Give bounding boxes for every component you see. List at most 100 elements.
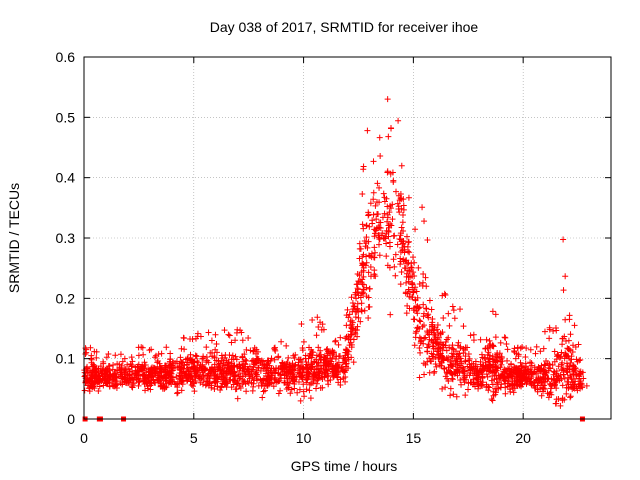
data-point (347, 328, 354, 335)
data-point (92, 380, 99, 387)
data-point (371, 244, 378, 251)
data-point (283, 342, 290, 349)
data-point (477, 382, 484, 389)
data-point (504, 346, 511, 353)
data-point (460, 323, 467, 330)
data-point (298, 321, 305, 328)
data-point (442, 338, 449, 345)
data-point (446, 322, 453, 329)
data-point (348, 354, 355, 361)
data-point (542, 379, 549, 386)
data-point (329, 347, 336, 354)
data-point (417, 318, 424, 325)
data-point (221, 354, 228, 361)
data-point (384, 211, 391, 218)
data-point (453, 348, 460, 355)
data-point (233, 385, 240, 392)
data-point (508, 382, 515, 389)
data-point (410, 254, 417, 261)
data-point (114, 366, 121, 373)
data-point (250, 364, 257, 371)
data-point (289, 360, 296, 367)
data-point (299, 347, 306, 354)
data-point (386, 209, 393, 216)
data-point (511, 349, 518, 356)
data-point (226, 332, 233, 339)
data-point (187, 351, 194, 358)
data-point (567, 374, 574, 381)
data-point (403, 270, 410, 277)
data-point (367, 200, 374, 207)
data-point (397, 281, 404, 288)
data-point (470, 365, 477, 372)
data-point (404, 260, 411, 267)
data-point (453, 355, 460, 362)
x-axis-label: GPS time / hours (291, 458, 398, 474)
data-point (499, 371, 506, 378)
data-point (406, 268, 413, 275)
y-tick-label: 0.3 (56, 230, 76, 246)
data-point (271, 356, 278, 363)
data-point (485, 356, 492, 363)
data-point (486, 368, 493, 375)
data-point (88, 359, 95, 366)
data-point (179, 381, 186, 388)
data-point (420, 270, 427, 277)
data-point (397, 261, 404, 268)
data-point (138, 344, 145, 351)
data-point (560, 236, 567, 243)
data-point (410, 316, 417, 323)
data-point (302, 355, 309, 362)
data-point (397, 255, 404, 262)
data-point (370, 196, 377, 203)
data-point (570, 361, 577, 368)
data-point (310, 379, 317, 386)
data-point (192, 367, 199, 374)
data-point (132, 369, 139, 376)
data-point (538, 392, 545, 399)
data-point (241, 368, 248, 375)
data-point (372, 202, 379, 209)
data-point (429, 316, 436, 323)
data-point (489, 381, 496, 388)
data-point (185, 359, 192, 366)
data-point (345, 314, 352, 321)
data-point (489, 397, 496, 404)
data-point (243, 388, 250, 395)
data-point (467, 332, 474, 339)
data-point (129, 381, 136, 388)
data-point (501, 334, 508, 341)
x-tick-label: 10 (296, 430, 312, 446)
data-point (395, 117, 402, 124)
data-point (479, 354, 486, 361)
data-point (363, 240, 370, 247)
data-point (272, 347, 279, 354)
data-point (365, 294, 372, 301)
data-point (512, 366, 519, 373)
data-point (358, 300, 365, 307)
data-point (562, 352, 569, 359)
data-point (503, 366, 510, 373)
data-point (492, 334, 499, 341)
data-point (199, 355, 206, 362)
data-point (178, 359, 185, 366)
data-point (528, 369, 535, 376)
data-point (233, 329, 240, 336)
data-point (440, 342, 447, 349)
data-point (533, 343, 540, 350)
data-point (128, 354, 135, 361)
data-point (205, 370, 212, 377)
data-point (488, 396, 495, 403)
data-point (293, 374, 300, 381)
data-point (410, 269, 417, 276)
data-point (297, 363, 304, 370)
data-point (399, 247, 406, 254)
data-point (331, 372, 338, 379)
data-point (250, 383, 257, 390)
data-point (376, 219, 383, 226)
data-point (489, 356, 496, 363)
data-point (243, 357, 250, 364)
data-point (416, 374, 423, 381)
data-point (242, 356, 249, 363)
data-point (320, 365, 327, 372)
